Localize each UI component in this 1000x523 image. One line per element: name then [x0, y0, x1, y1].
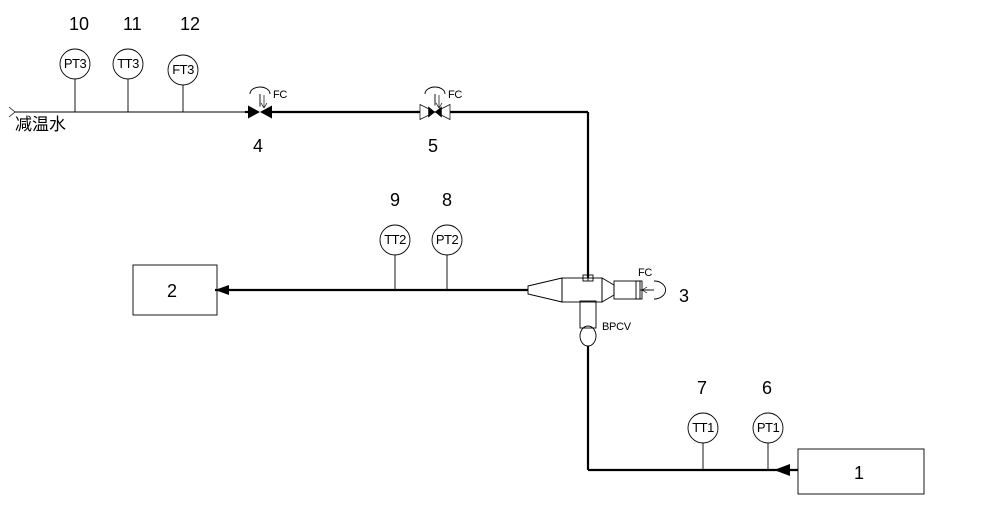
- valve-5-callout: 5: [428, 136, 438, 156]
- ft3-label: FT3: [172, 62, 194, 77]
- pt2-callout: 8: [442, 190, 452, 210]
- bpcv-fc-label: FC: [638, 267, 652, 279]
- bpcv-callout: 3: [679, 286, 689, 306]
- valve-5-fc-label: FC: [448, 89, 462, 101]
- box-2-callout: 2: [167, 281, 177, 301]
- pt3-label: PT3: [64, 56, 87, 71]
- tt1-callout: 7: [697, 378, 707, 398]
- bpcv-label: BPCV: [602, 321, 632, 333]
- pt1-callout: 6: [762, 378, 772, 398]
- valve-4-callout: 4: [253, 136, 263, 156]
- tt1-label: TT1: [692, 420, 714, 435]
- box-1-callout: 1: [854, 463, 864, 483]
- tt3-callout: 11: [123, 14, 142, 34]
- ft3-callout: 12: [180, 14, 200, 34]
- pt1-label: PT1: [757, 420, 780, 435]
- pt3-callout: 10: [69, 14, 89, 34]
- tt2-label: TT2: [384, 232, 406, 247]
- valve-4-fc-label: FC: [273, 89, 287, 101]
- pt2-label: PT2: [436, 232, 459, 247]
- piping-diagram: 减温水PT310TT311FT312TT29PT28TT17PT16FC4FC5…: [0, 0, 1000, 523]
- tt2-callout: 9: [390, 190, 400, 210]
- svg-text:减温水: 减温水: [15, 115, 66, 134]
- tt3-label: TT3: [117, 56, 139, 71]
